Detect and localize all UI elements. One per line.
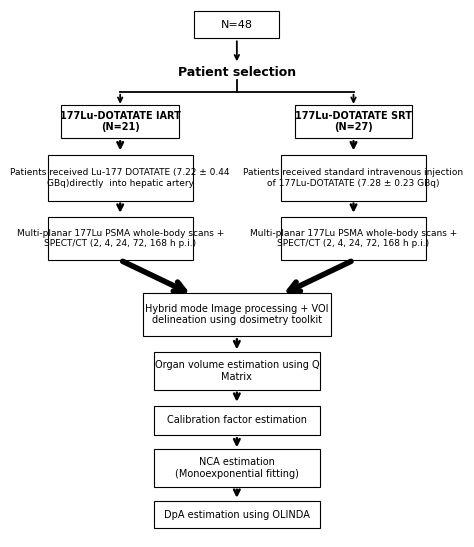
Bar [154, 449, 320, 487]
Text: Hybrid mode Image processing + VOI
delineation using dosimetry toolkit: Hybrid mode Image processing + VOI delin… [145, 304, 328, 325]
Bar [154, 406, 320, 435]
Text: N=48: N=48 [221, 20, 253, 30]
Text: DpA estimation using OLINDA: DpA estimation using OLINDA [164, 509, 310, 520]
Bar [48, 217, 192, 260]
Text: Multi-planar 177Lu PSMA whole-body scans +
SPECT/CT (2, 4, 24, 72, 168 h p.i.): Multi-planar 177Lu PSMA whole-body scans… [17, 229, 224, 248]
Text: Calibration factor estimation: Calibration factor estimation [167, 416, 307, 426]
Text: NCA estimation
(Monoexponential fitting): NCA estimation (Monoexponential fitting) [175, 457, 299, 479]
Text: Organ volume estimation using Q
Matrix: Organ volume estimation using Q Matrix [155, 360, 319, 382]
Text: Patients received standard intravenous injection
of 177Lu-DOTATATE (7.28 ± 0.23 : Patients received standard intravenous i… [244, 168, 464, 188]
Text: Patients received Lu-177 DOTATATE (7.22 ± 0.44
GBq)directly  into hepatic artery: Patients received Lu-177 DOTATATE (7.22 … [10, 168, 230, 188]
Bar [281, 217, 426, 260]
Text: 177Lu-DOTATATE SRT
(N=27): 177Lu-DOTATATE SRT (N=27) [295, 110, 412, 132]
Bar [143, 293, 330, 336]
Bar [154, 352, 320, 390]
Bar [295, 104, 412, 138]
Bar [62, 104, 179, 138]
Bar [154, 501, 320, 528]
Bar [194, 11, 279, 38]
Text: Multi-planar 177Lu PSMA whole-body scans +
SPECT/CT (2, 4, 24, 72, 168 h p.i.): Multi-planar 177Lu PSMA whole-body scans… [250, 229, 457, 248]
Text: Patient selection: Patient selection [178, 66, 296, 79]
Bar [281, 155, 426, 201]
Text: 177Lu-DOTATATE IART
(N=21): 177Lu-DOTATATE IART (N=21) [60, 110, 181, 132]
Bar [48, 155, 192, 201]
